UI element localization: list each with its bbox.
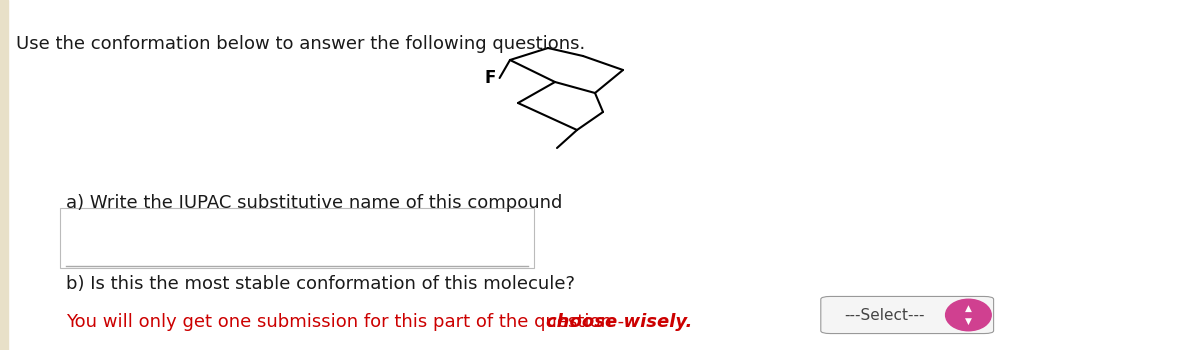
FancyBboxPatch shape xyxy=(60,208,534,268)
Ellipse shape xyxy=(946,299,991,331)
Text: You will only get one submission for this part of the question -: You will only get one submission for thi… xyxy=(66,313,630,331)
Text: ---Select---: ---Select--- xyxy=(844,308,925,322)
Bar xyxy=(0,0,8,350)
Text: choose wisely.: choose wisely. xyxy=(546,313,692,331)
Text: ▲: ▲ xyxy=(965,304,972,313)
Text: b) Is this the most stable conformation of this molecule?: b) Is this the most stable conformation … xyxy=(66,275,575,293)
Text: ▼: ▼ xyxy=(965,317,972,326)
Text: F: F xyxy=(485,69,496,87)
Text: a) Write the IUPAC substitutive name of this compound: a) Write the IUPAC substitutive name of … xyxy=(66,194,563,212)
FancyBboxPatch shape xyxy=(821,296,994,334)
Text: Use the conformation below to answer the following questions.: Use the conformation below to answer the… xyxy=(16,35,584,53)
